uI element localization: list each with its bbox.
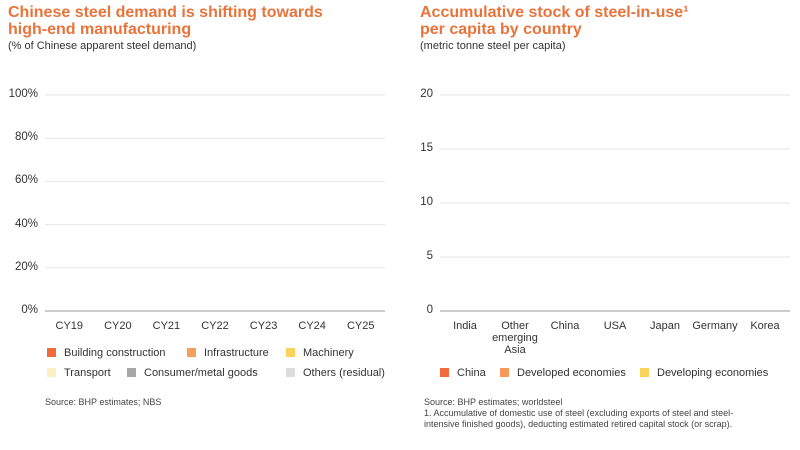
x-tick-label: CY25 xyxy=(346,320,375,332)
legend-label: Developing economies xyxy=(657,367,769,379)
y-tick-label: 100% xyxy=(8,88,38,100)
legend-item: Others (residual) xyxy=(286,367,385,379)
legend-swatch xyxy=(500,368,509,377)
source: Source: BHP estimates; NBS xyxy=(45,397,162,407)
legend-swatch xyxy=(286,348,295,357)
legend-label: Transport xyxy=(64,367,111,379)
y-tick-label: 15 xyxy=(420,142,433,154)
y-tick-label: 20% xyxy=(14,260,38,273)
x-tick-label: Japan xyxy=(650,320,680,332)
y-tick-label: 10 xyxy=(420,196,433,208)
legend-item: Transport xyxy=(47,367,111,379)
legend-label: Consumer/metal goods xyxy=(144,367,258,379)
y-tick-label: 5 xyxy=(426,250,433,262)
legend-label: Others (residual) xyxy=(303,367,385,379)
legend-swatch xyxy=(286,368,295,377)
legend-item: Machinery xyxy=(286,347,354,359)
x-tick-label: CY24 xyxy=(298,320,326,332)
legend-label: China xyxy=(457,367,486,379)
y-tick-label: 40% xyxy=(14,217,38,230)
x-tick-label: CY22 xyxy=(201,320,229,332)
legend-swatch xyxy=(640,368,649,377)
chart-subtitle: (% of Chinese apparent steel demand) xyxy=(8,40,197,52)
x-tick-label: Korea xyxy=(750,320,780,332)
legend-swatch xyxy=(47,368,56,377)
y-tick-label: 60% xyxy=(14,174,38,187)
legend-swatch xyxy=(187,348,196,357)
legend-item: Infrastructure xyxy=(187,347,269,359)
x-tick-label: India xyxy=(453,320,477,332)
legend-swatch xyxy=(440,368,449,377)
x-tick-label: Germany xyxy=(692,320,738,332)
legend-item: Developed economies xyxy=(500,367,626,379)
x-tick-label: Other emerging Asia xyxy=(492,320,538,356)
source: Source: BHP estimates; worldsteel xyxy=(424,397,563,407)
legend-label: Machinery xyxy=(303,347,354,359)
x-tick-label: CY23 xyxy=(249,320,278,332)
y-tick-label: 0 xyxy=(426,304,433,316)
x-tick-label: China xyxy=(550,320,580,332)
legend-item: Consumer/metal goods xyxy=(127,367,258,379)
legend-label: Infrastructure xyxy=(204,347,269,359)
x-tick-label: CY21 xyxy=(152,320,181,332)
legend-swatch xyxy=(47,348,56,357)
y-tick-label: 80% xyxy=(14,131,38,144)
chart-title: Accumulative stock of steel-in-use¹ per … xyxy=(420,4,689,38)
legend-label: Developed economies xyxy=(517,367,626,379)
y-tick-label: 20 xyxy=(420,88,433,100)
chart-subtitle: (metric tonne steel per capita) xyxy=(420,40,566,52)
x-tick-label: CY19 xyxy=(55,320,84,332)
legend-item: Building construction xyxy=(47,347,166,359)
legend-item: China xyxy=(440,367,486,379)
y-tick-label: 0% xyxy=(21,304,38,316)
legend-label: Building construction xyxy=(64,347,166,359)
x-tick-label: CY20 xyxy=(104,320,132,332)
legend-item: Developing economies xyxy=(640,367,768,379)
chart-title: Chinese steel demand is shifting towards… xyxy=(8,4,323,38)
x-tick-label: USA xyxy=(603,320,627,332)
footnote: 1. Accumulative of domestic use of steel… xyxy=(424,408,734,429)
legend-swatch xyxy=(127,368,136,377)
